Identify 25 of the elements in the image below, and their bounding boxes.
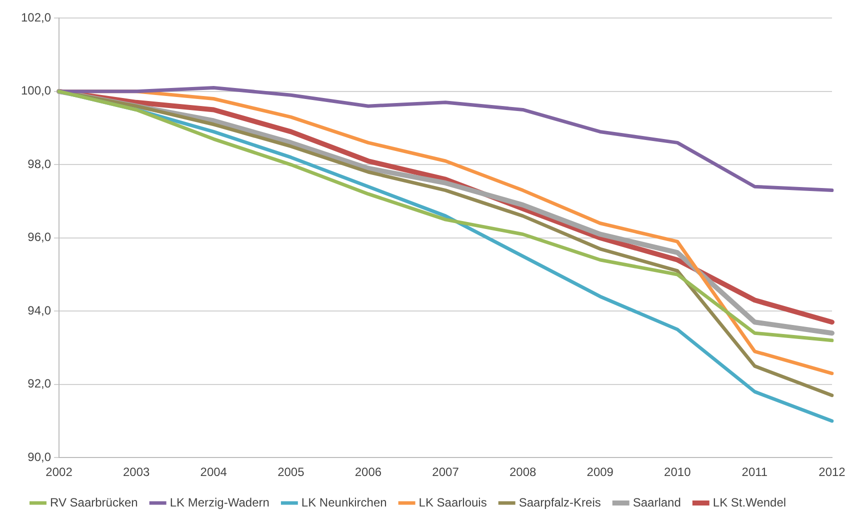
y-tick-label: 98,0 <box>28 156 52 171</box>
x-tick-label: 2010 <box>664 465 692 480</box>
x-tick-label: 2011 <box>742 465 768 480</box>
y-tick-label: 96,0 <box>28 230 52 244</box>
y-tick-label: 100,0 <box>21 84 52 98</box>
x-tick-label: 2008 <box>509 465 536 480</box>
x-tick-label: 2004 <box>200 465 228 480</box>
x-tick-label: 2005 <box>278 465 305 480</box>
x-tick-label: 2003 <box>122 465 150 480</box>
y-tick-label: 90,0 <box>28 450 52 464</box>
legend-label: Saarpfalz-Kreis <box>518 495 601 510</box>
legend-label: Saarland <box>632 495 681 510</box>
legend-label: LK Neunkirchen <box>301 495 387 510</box>
x-tick-label: 2009 <box>586 465 614 480</box>
y-tick-label: 92,0 <box>28 376 52 391</box>
x-tick-label: 2002 <box>46 465 73 480</box>
y-tick-label: 102,0 <box>21 10 52 25</box>
x-tick-label: 2012 <box>818 465 846 480</box>
legend-label: LK Saarlouis <box>418 495 487 510</box>
y-tick-label: 94,0 <box>28 303 52 318</box>
x-tick-label: 2006 <box>354 465 382 480</box>
legend-label: LK St.Wendel <box>712 495 786 510</box>
legend-label: RV Saarbrücken <box>50 495 138 510</box>
x-tick-label: 2007 <box>432 465 460 480</box>
legend-label: LK Merzig-Wadern <box>170 495 270 510</box>
